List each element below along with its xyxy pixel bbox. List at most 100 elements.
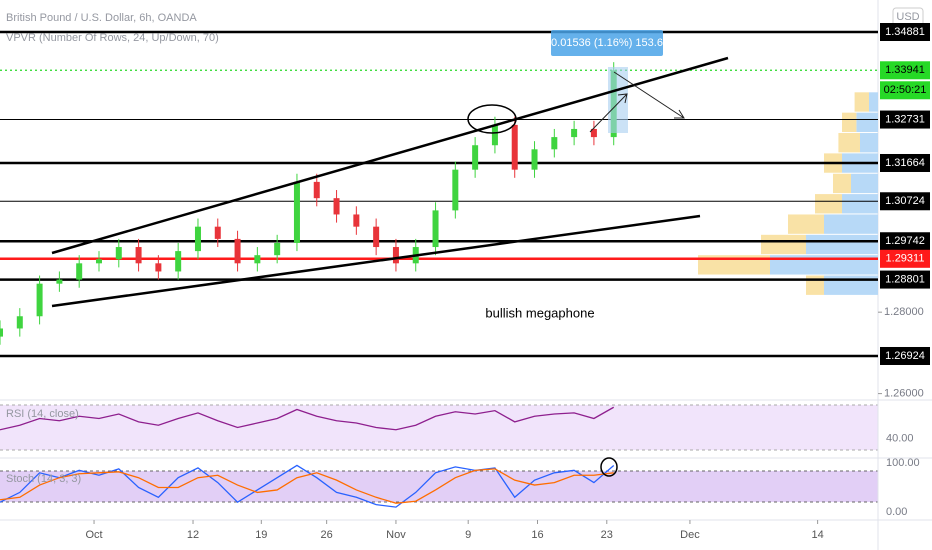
x-tick-label: Oct	[85, 529, 102, 541]
x-tick-label: 23	[601, 529, 613, 541]
candle-body	[135, 247, 142, 264]
candle-body	[234, 238, 241, 264]
price-label: 1.32731	[885, 113, 925, 125]
vpvr-down	[833, 173, 851, 194]
candle-body	[392, 247, 399, 264]
candle-body	[194, 226, 201, 252]
vpvr-up	[860, 133, 878, 153]
stoch-band	[0, 471, 878, 502]
candle-body	[16, 316, 23, 329]
price-label-box	[880, 61, 930, 80]
candle-body	[551, 137, 558, 150]
candle-body	[56, 279, 63, 284]
symbol-title: British Pound / U.S. Dollar, 6h, OANDA	[6, 12, 197, 24]
y-tick-label: 1.28000	[884, 306, 924, 318]
candle-body	[313, 181, 320, 199]
candle-body	[36, 283, 43, 317]
stoch-label: Stoch (14, 3, 3)	[6, 473, 81, 485]
candle-body	[0, 328, 3, 337]
vpvr-up	[806, 234, 878, 255]
arrow-down	[613, 71, 685, 119]
vpvr-down	[761, 234, 806, 255]
candle-body	[590, 128, 597, 138]
vpvr-up	[851, 173, 878, 194]
vpvr-up	[869, 92, 878, 112]
candle-body	[432, 210, 439, 248]
x-tick-label: 12	[187, 529, 199, 541]
candle-body	[155, 263, 162, 272]
candle-body	[274, 242, 281, 256]
price-label-box	[880, 192, 930, 211]
stoch-tick-label: 0.00	[886, 506, 907, 518]
arrow-up	[589, 93, 628, 133]
candle-body	[472, 145, 479, 170]
countdown-box	[880, 81, 930, 100]
x-tick-label: 19	[255, 529, 267, 541]
candle-body	[95, 259, 102, 264]
candle-body	[115, 247, 122, 260]
x-tick-label: 9	[465, 529, 471, 541]
countdown: 02:50:21	[884, 84, 927, 96]
vpvr-down	[815, 194, 842, 214]
stoch-d	[0, 468, 614, 504]
x-tick-label: Dec	[680, 529, 700, 541]
candle-body	[452, 169, 459, 211]
candle-body	[333, 198, 340, 215]
x-tick-label: Nov	[386, 529, 406, 541]
vpvr-down	[854, 92, 869, 112]
indicator-label: VPVR (Number Of Rows, 24, Up/Down, 70)	[6, 32, 219, 44]
price-label-box	[880, 23, 930, 42]
rsi-label: RSI (14, close)	[6, 408, 79, 420]
vpvr-up	[856, 112, 878, 133]
price-label-box	[880, 232, 930, 251]
candle-body	[293, 181, 300, 243]
measure-area	[608, 67, 628, 133]
candle-body	[531, 149, 538, 170]
candle-body	[76, 263, 83, 280]
y-tick-label: 1.26000	[884, 388, 924, 400]
x-tick-label: 16	[531, 529, 543, 541]
candle-body	[571, 128, 578, 138]
stoch-k	[0, 464, 615, 508]
price-label: 1.29311	[886, 253, 925, 265]
x-tick-label: 26	[321, 529, 333, 541]
rsi-band	[0, 405, 878, 450]
candle-body	[511, 124, 518, 170]
vpvr-up	[842, 194, 878, 214]
measure-text: 0.01536 (1.16%) 153.6	[551, 37, 663, 49]
currency[interactable]: USD	[896, 11, 919, 23]
x-tick-label: 14	[811, 529, 823, 541]
price-label-box	[880, 346, 930, 365]
rsi-line	[0, 406, 615, 431]
candle-body	[214, 226, 221, 239]
price-label: 1.33941	[885, 64, 925, 76]
vpvr-down	[788, 214, 824, 234]
price-label: 1.31664	[885, 157, 925, 169]
price-label-box	[880, 153, 930, 172]
vpvr-up	[824, 214, 878, 234]
price-label: 1.26924	[885, 350, 925, 362]
vpvr-down	[842, 112, 857, 133]
measure-tooltip	[551, 30, 663, 56]
trendline-upper	[51, 56, 729, 255]
annotation: bullish megaphone	[485, 305, 594, 320]
plot	[0, 30, 878, 508]
price-label: 1.30724	[885, 195, 925, 207]
price-label-box	[880, 249, 930, 268]
highlight-ellipse	[467, 104, 517, 134]
highlight-ellipse	[600, 457, 618, 477]
candle-body	[254, 255, 261, 264]
rsi-line-tick-label: 40.00	[886, 433, 914, 445]
vpvr-down	[838, 133, 860, 153]
price-label-box	[880, 110, 930, 129]
stoch-tick-label: 100.00	[886, 457, 920, 469]
candle-body	[175, 251, 182, 272]
price-label: 1.28801	[885, 273, 925, 285]
price-label: 1.29742	[885, 235, 925, 247]
candle-body	[491, 124, 498, 146]
price-label: 1.34881	[885, 26, 925, 38]
candle-body	[373, 226, 380, 248]
candle-body	[353, 214, 360, 227]
